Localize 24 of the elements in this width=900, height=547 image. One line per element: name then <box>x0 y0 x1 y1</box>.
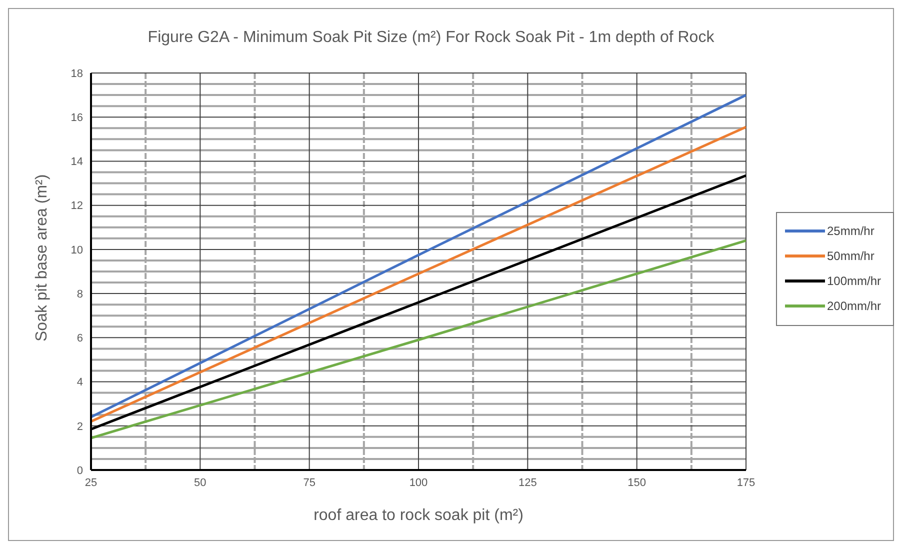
y-tick-label: 16 <box>70 112 83 124</box>
x-tick-label: 50 <box>194 476 206 489</box>
legend-label: 25mm/hr <box>827 224 874 238</box>
y-tick-label: 2 <box>76 420 83 433</box>
x-tick-label: 100 <box>409 476 428 489</box>
x-tick-label: 25 <box>84 476 98 489</box>
legend-label: 200mm/hr <box>827 299 882 313</box>
x-tick-label: 125 <box>518 476 537 489</box>
x-axis-title: roof area to rock soak pit (m²) <box>314 507 524 524</box>
y-tick-label: 0 <box>76 464 83 477</box>
chart-title: Figure G2A - Minimum Soak Pit Size (m²) For Rock Soak Pit - 1m depth of Rock <box>146 29 716 47</box>
y-tick-label: 4 <box>76 376 83 389</box>
legend-label: 100mm/hr <box>827 274 882 288</box>
y-tick-label: 8 <box>76 288 83 300</box>
y-tick-label: 18 <box>70 68 83 80</box>
legend-label: 50mm/hr <box>827 249 874 263</box>
y-axis-title: Soak pit base area (m²) <box>34 174 51 342</box>
y-tick-label: 10 <box>70 244 83 256</box>
y-tick-label: 6 <box>76 332 83 345</box>
y-tick-label: 12 <box>70 200 83 212</box>
x-tick-label: 75 <box>303 476 316 489</box>
x-tick-label: 175 <box>736 476 756 489</box>
y-tick-label: 14 <box>70 156 83 168</box>
x-tick-label: 150 <box>628 476 646 489</box>
